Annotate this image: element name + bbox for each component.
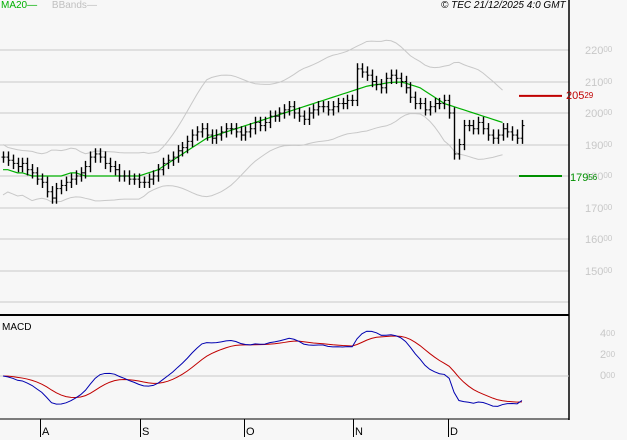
y-tick-label: 22000 — [585, 45, 613, 57]
legend-ma20: MA20— — [1, 0, 38, 11]
macd-tick-label: 200 — [600, 349, 616, 361]
y-tick-label: 16000 — [585, 234, 613, 246]
copyright-timestamp: © TEC 21/12/2025 4:0 GMT — [441, 0, 566, 11]
y-tick-label: 17000 — [585, 203, 613, 215]
price-bars — [1, 63, 525, 204]
y-tick-label: 19000 — [585, 140, 613, 152]
resistance-label: 20529 — [566, 90, 594, 102]
ma20-line — [3, 81, 503, 177]
macd-title: MACD — [2, 322, 32, 333]
macd-lines — [2, 330, 523, 407]
level-lines — [519, 94, 562, 177]
support-label: 17956 — [570, 172, 598, 184]
y-tick-label: 18000 — [585, 171, 613, 183]
bollinger-bands — [2, 39, 503, 203]
y-tick-label: 20000 — [585, 108, 613, 120]
legend-bbands: BBands— — [51, 0, 97, 11]
month-ticks — [40, 419, 449, 437]
macd-tick-label: 000 — [600, 370, 616, 382]
month-label: S — [142, 426, 150, 438]
month-label: A — [42, 426, 50, 438]
legend: MA20— BBands— — [1, 0, 97, 12]
y-tick-label: 15000 — [585, 266, 613, 278]
macd-tick-label: 400 — [600, 328, 616, 340]
month-label: O — [246, 426, 255, 438]
month-label: N — [355, 426, 363, 438]
y-tick-label: 21000 — [585, 77, 613, 89]
month-label: D — [450, 426, 458, 438]
